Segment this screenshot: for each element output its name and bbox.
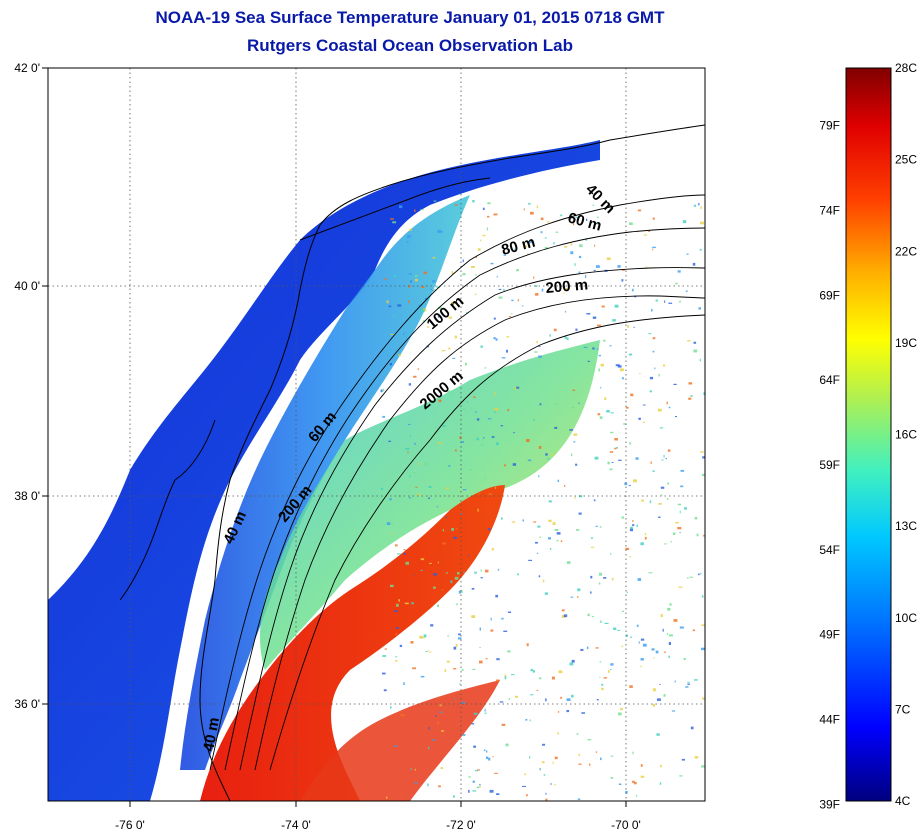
cloud-speckle <box>380 200 705 801</box>
colorbar-fahrenheit-label: 39F <box>819 797 840 811</box>
colorbar-celsius-label: 7C <box>895 702 911 716</box>
colorbar-fahrenheit-label: 69F <box>819 288 840 302</box>
long-island <box>299 177 491 241</box>
lon-label: -76 0' <box>115 818 145 832</box>
lat-label: 36 0' <box>14 697 40 711</box>
colorbar-celsius-label: 22C <box>895 244 917 258</box>
chesapeake-bay <box>119 419 216 601</box>
shelf-water <box>180 195 470 770</box>
map-area: 40 m 60 m 80 m 200 m 100 m 2000 m 60 m 2… <box>48 68 705 801</box>
lat-label: 38 0' <box>14 489 40 503</box>
map-frame <box>47 67 706 802</box>
colorbar-fahrenheit-label: 74F <box>819 204 840 218</box>
colorbar-fahrenheit-label: 49F <box>819 628 840 642</box>
map-title: NOAA-19 Sea Surface Temperature January … <box>155 8 665 27</box>
gulf-stream <box>200 485 505 801</box>
slope-water <box>260 340 600 670</box>
depth-contours <box>209 194 705 771</box>
contour-label-200m-ne: 200 m <box>545 276 589 297</box>
colorbar-fahrenheit-label: 44F <box>819 713 840 727</box>
colorbar-fahrenheit-label: 54F <box>819 543 840 557</box>
colorbar-celsius-label: 19C <box>895 336 917 350</box>
colorbar-fahrenheit-label: 64F <box>819 373 840 387</box>
lon-label: -70 0' <box>611 818 641 832</box>
colorbar-ticks: 28C 25C 22C 19C 16C 13C 10C 7C 4C 79F 74F 69F 64F 59F… <box>819 61 917 811</box>
colorbar-celsius-label: 13C <box>895 519 917 533</box>
colorbar-celsius-label: 16C <box>895 428 917 442</box>
colorbar-celsius-label: 10C <box>895 611 917 625</box>
graticule <box>48 68 705 801</box>
colorbar-celsius-label: 25C <box>895 153 917 167</box>
colorbar-celsius-label: 4C <box>895 794 911 808</box>
map-subtitle: Rutgers Coastal Ocean Observation Lab <box>247 36 573 55</box>
colorbar-fahrenheit-label: 59F <box>819 458 840 472</box>
warm-core <box>300 680 500 801</box>
coastal-cold-water <box>48 140 600 801</box>
lat-label: 42 0' <box>14 61 40 75</box>
lat-label: 40 0' <box>14 279 40 293</box>
coastline <box>199 124 705 801</box>
contour-label-40m-south: 40 m <box>200 716 223 753</box>
colorbar-fahrenheit-label: 79F <box>819 119 840 133</box>
colorbar-celsius-label: 28C <box>895 61 917 75</box>
colorbar: 28C 25C 22C 19C 16C 13C 10C 7C 4C 79F 74F 69F 64F 59F… <box>819 61 917 811</box>
lon-label: -72 0' <box>446 818 476 832</box>
lon-label: -74 0' <box>281 818 311 832</box>
axis-ticks <box>42 67 627 807</box>
colorbar-gradient <box>845 67 892 802</box>
